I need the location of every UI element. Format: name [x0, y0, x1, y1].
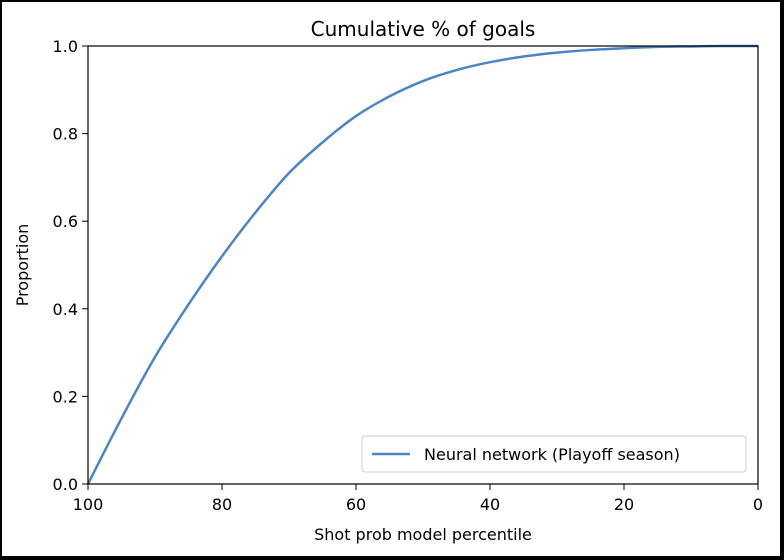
y-tick-label: 0.2: [53, 387, 78, 406]
legend: Neural network (Playoff season): [361, 435, 747, 473]
axis-ticks: 100 80 60 40 20 0 0.0 0.2 0.4 0.6 0.8 1.0: [53, 37, 764, 514]
legend-label: Neural network (Playoff season): [424, 445, 680, 464]
x-tick-label: 60: [346, 495, 366, 514]
plot-area-border: [87, 45, 759, 485]
y-tick-label: 0.8: [53, 125, 78, 144]
y-tick-label: 0.0: [53, 475, 78, 494]
series-lines: [86, 44, 759, 485]
x-tick-label: 80: [212, 495, 232, 514]
y-tick-label: 0.6: [53, 212, 78, 231]
legend-box: [361, 435, 747, 473]
x-tick-label: 0: [753, 495, 763, 514]
x-tick-label: 40: [480, 495, 500, 514]
x-axis-label: Shot prob model percentile: [314, 525, 532, 544]
y-axis-label: Proportion: [13, 224, 32, 307]
x-tick-label: 20: [614, 495, 634, 514]
chart-title: Cumulative % of goals: [311, 17, 536, 41]
x-tick-label: 100: [73, 495, 104, 514]
y-tick-label: 0.4: [53, 300, 78, 319]
series-line-0: [86, 44, 759, 485]
y-tick-label: 1.0: [53, 37, 78, 56]
